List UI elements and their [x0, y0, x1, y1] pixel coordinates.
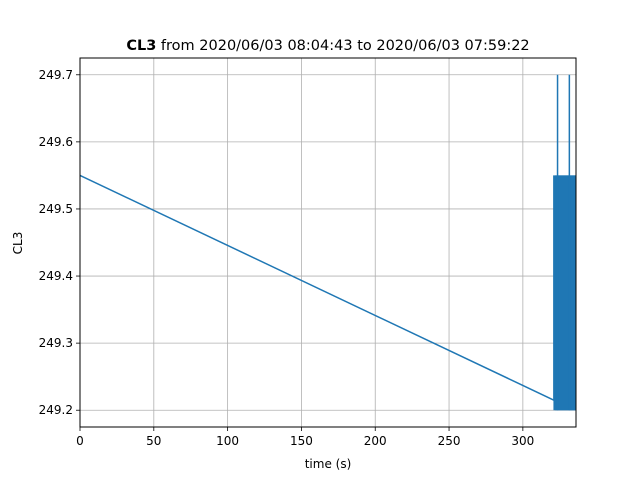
y-tick-label: 249.5 — [39, 202, 73, 216]
x-tick-label: 200 — [364, 434, 387, 448]
x-tick-label: 250 — [438, 434, 461, 448]
series-layer — [80, 74, 576, 411]
x-tick-label: 0 — [76, 434, 84, 448]
tick-marks — [76, 74, 524, 431]
x-tick-labels: 0 50 100 150 200 250 300 — [76, 434, 534, 448]
y-tick-label: 249.3 — [39, 336, 73, 350]
y-tick-label: 249.4 — [39, 269, 73, 283]
y-tick-label: 249.6 — [39, 135, 73, 149]
chart-title-rest: from 2020/06/03 08:04:43 to 2020/06/03 0… — [156, 38, 529, 54]
x-axis-label: time (s) — [305, 457, 352, 471]
y-axis-label: CL3 — [11, 232, 25, 255]
y-tick-label: 249.2 — [39, 403, 73, 417]
x-tick-label: 300 — [511, 434, 534, 448]
series-group — [80, 74, 576, 411]
chart-title-bold: CL3 — [126, 38, 156, 54]
y-tick-labels: 249.2 249.3 249.4 249.5 249.6 249.7 — [39, 68, 73, 417]
grid — [79, 58, 576, 427]
x-tick-label: 150 — [290, 434, 313, 448]
y-tick-label: 249.7 — [39, 68, 73, 82]
x-tick-label: 100 — [216, 434, 239, 448]
x-tick-label: 50 — [146, 434, 161, 448]
plot-area-frame — [79, 57, 577, 428]
chart-title: CL3 from 2020/06/03 08:04:43 to 2020/06/… — [126, 38, 529, 54]
series-trend-line — [80, 174, 555, 401]
series-oscillation-band — [555, 175, 576, 411]
